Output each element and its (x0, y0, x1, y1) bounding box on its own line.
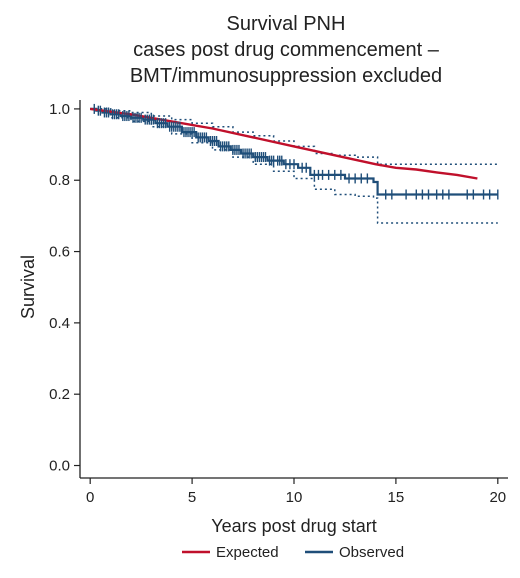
y-tick-label: 1.0 (49, 101, 70, 118)
x-tick-label: 5 (188, 489, 196, 506)
confidence-upper-line (90, 108, 498, 165)
confidence-band (90, 108, 498, 224)
title-line-2: cases post drug commencement – (133, 39, 440, 61)
ticks: 0 5 10 15 20 0.0 0.2 0.4 0.6 0.8 1.0 (49, 101, 506, 506)
x-tick-label: 20 (489, 489, 506, 506)
observed-series-line (90, 107, 498, 196)
title-line-3: BMT/immunosuppression excluded (130, 65, 442, 87)
x-tick-label: 0 (86, 489, 94, 506)
x-axis-title: Years post drug start (211, 516, 376, 536)
legend-label-observed: Observed (339, 544, 404, 561)
series (90, 107, 498, 196)
y-tick-label: 0.2 (49, 386, 70, 403)
y-axis-title: Survival (18, 255, 38, 319)
y-tick-label: 0.4 (49, 315, 70, 332)
y-tick-label: 0.6 (49, 244, 70, 261)
y-tick-label: 0.0 (49, 458, 70, 475)
x-tick-label: 15 (388, 489, 405, 506)
chart-title: Survival PNH cases post drug commencemen… (130, 13, 442, 87)
expected-series-line (90, 107, 478, 180)
x-tick-label: 10 (286, 489, 303, 506)
legend-label-expected: Expected (216, 544, 279, 561)
censor-marks (93, 103, 499, 200)
y-tick-label: 0.8 (49, 172, 70, 189)
legend: Expected Observed (182, 544, 404, 561)
axes (79, 100, 508, 479)
title-line-1: Survival PNH (227, 13, 346, 35)
